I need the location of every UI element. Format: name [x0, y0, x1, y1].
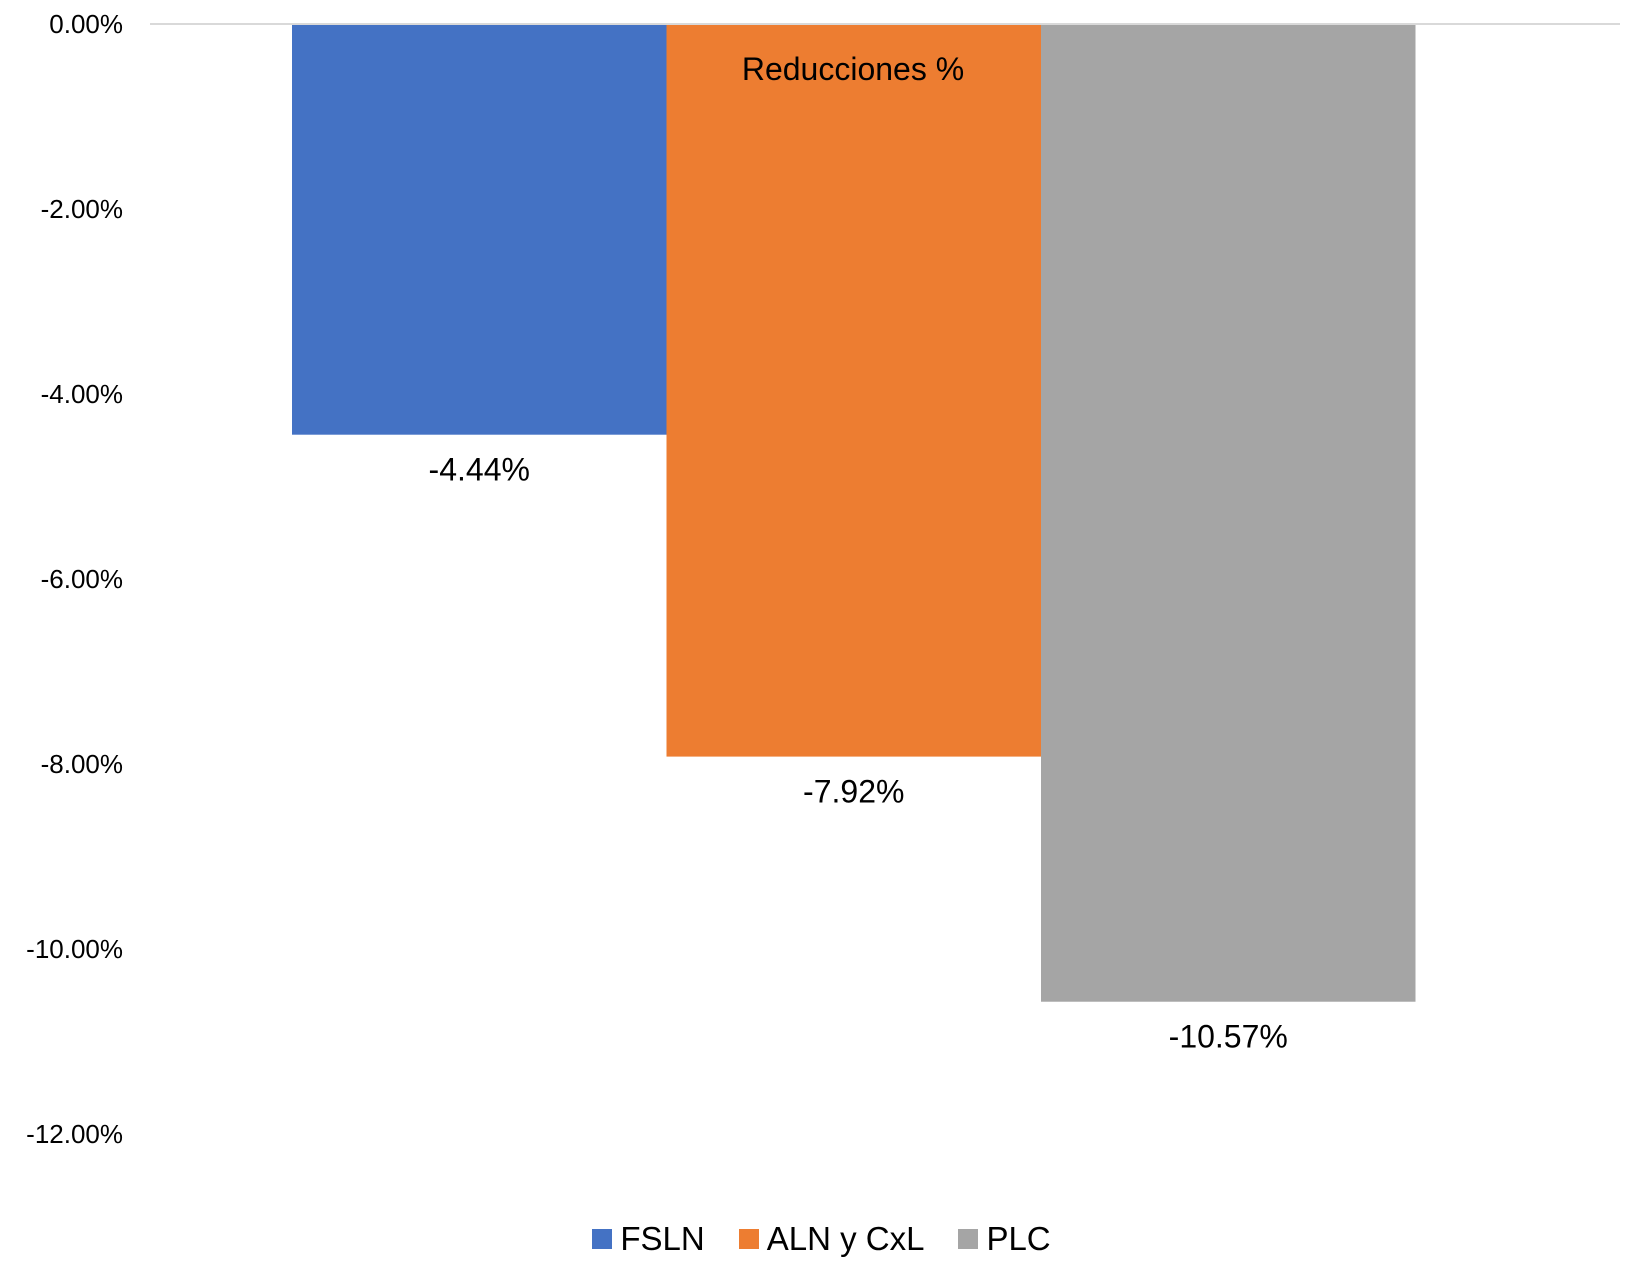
y-tick-label: -6.00% [41, 564, 123, 594]
chart-title: Reducciones % [742, 51, 964, 87]
data-label: -10.57% [1169, 1019, 1288, 1055]
legend-item: PLC [958, 1220, 1051, 1258]
legend-item: FSLN [592, 1220, 705, 1258]
bar-plc [1041, 24, 1416, 1002]
bar-aln-y-cxl [666, 24, 1041, 757]
y-axis-ticks: 0.00% -2.00% -4.00% -6.00% -8.00% -10.00% -12.… [26, 9, 123, 1149]
legend-label: PLC [986, 1220, 1051, 1257]
legend-item: ALN y CxL [738, 1220, 925, 1258]
y-tick-label: -4.00% [41, 379, 123, 409]
legend-label: FSLN [620, 1220, 705, 1257]
data-label: -7.92% [803, 774, 904, 810]
y-tick-label: -2.00% [41, 194, 123, 224]
legend-label: ALN y CxL [766, 1220, 925, 1257]
legend: FSLN ALN y CxL PLC [0, 1220, 1643, 1258]
y-tick-label: 0.00% [49, 9, 123, 39]
bar-fsln [292, 24, 667, 435]
legend-swatch [592, 1229, 613, 1249]
data-label: -4.44% [429, 452, 530, 488]
data-labels-group: -4.44% -7.92% -10.57% [429, 452, 1288, 1055]
y-tick-label: -12.00% [26, 1119, 123, 1149]
y-tick-label: -8.00% [41, 749, 123, 779]
bars-group [292, 24, 1416, 1002]
legend-swatch [738, 1229, 759, 1249]
y-tick-label: -10.00% [26, 934, 123, 964]
legend-swatch [958, 1229, 979, 1249]
